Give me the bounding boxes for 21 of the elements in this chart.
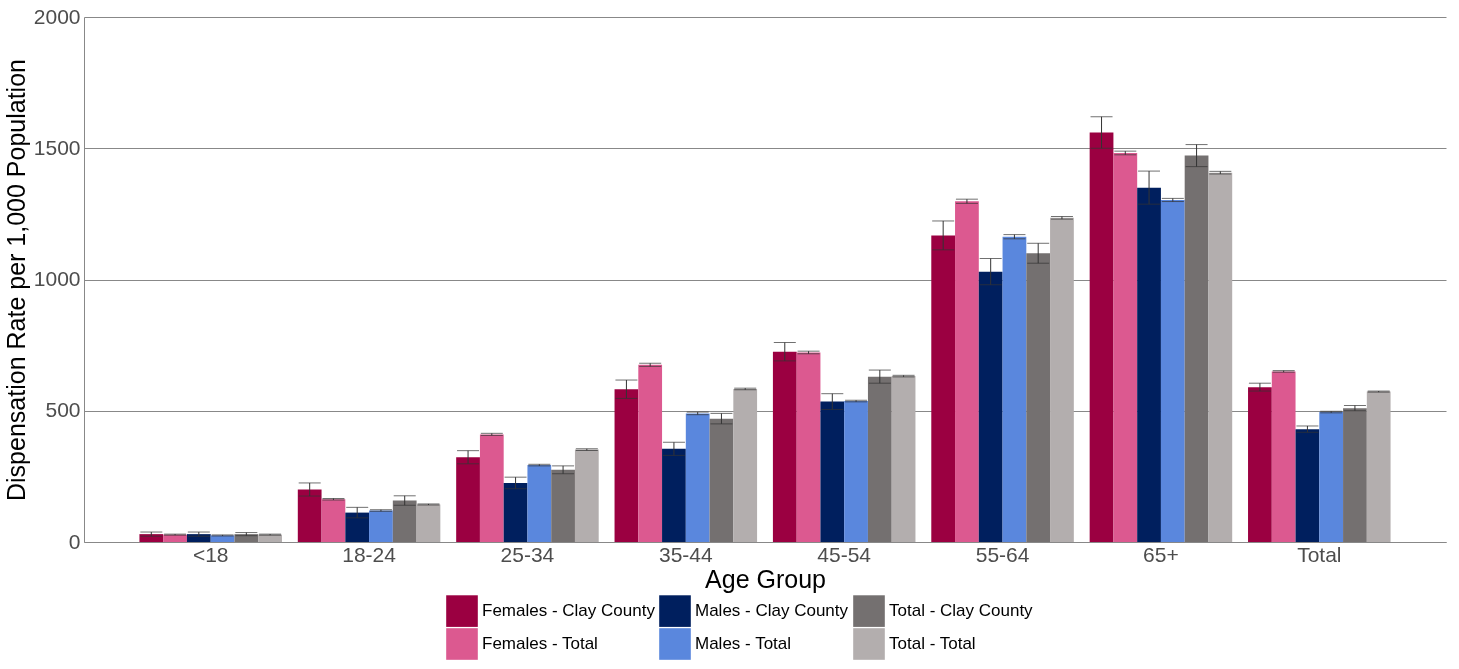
x-tick-label: 55-64 bbox=[975, 542, 1030, 566]
legend-label: Males - Total bbox=[695, 634, 792, 653]
y-tick-label: 1000 bbox=[33, 267, 81, 290]
x-axis-title: Age Group bbox=[705, 564, 826, 593]
legend-label: Males - Clay County bbox=[695, 601, 849, 621]
x-tick-label: 35-44 bbox=[658, 542, 713, 566]
x-tick-label: 25-34 bbox=[500, 542, 555, 566]
y-axis-title: Dispensation Rate per 1,000 Population bbox=[1, 59, 30, 501]
x-tick-label: 45-54 bbox=[817, 542, 872, 566]
y-tick-label: 2000 bbox=[33, 4, 81, 28]
legend-label: Total - Total bbox=[889, 634, 976, 653]
x-tick-label: <18 bbox=[192, 542, 229, 566]
legend-label: Females - Total bbox=[482, 634, 598, 653]
x-tick-label: Total bbox=[1297, 542, 1342, 566]
x-tick-label: 18-24 bbox=[342, 542, 397, 566]
y-tick-label: 1500 bbox=[33, 135, 81, 159]
legend-label: Females - Clay County bbox=[482, 601, 656, 621]
x-tick-label: 65+ bbox=[1143, 542, 1179, 566]
legend-label: Total - Clay County bbox=[889, 601, 1034, 621]
y-tick-label: 0 bbox=[68, 529, 81, 553]
y-tick-label: 500 bbox=[45, 398, 81, 422]
